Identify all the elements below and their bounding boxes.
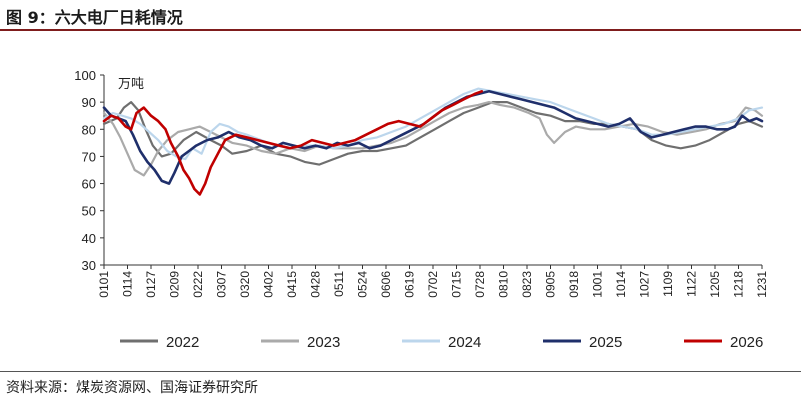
x-tick-label: 0823 [520, 271, 534, 298]
y-tick-label: 100 [74, 68, 96, 83]
x-tick-label: 1027 [638, 271, 652, 298]
series-line-2023 [102, 100, 764, 177]
series-lines [102, 87, 764, 196]
x-tick-label: 0524 [356, 271, 370, 298]
x-tick-label: 0320 [238, 271, 252, 298]
title-divider [0, 29, 801, 31]
source-note: 资料来源：煤炭资源网、国海证券研究所 [6, 380, 258, 396]
x-tick-label: 0715 [450, 271, 464, 298]
legend-label-2022: 2022 [166, 334, 199, 351]
x-tick-label: 1014 [614, 271, 628, 298]
x-tick-label: 0114 [121, 271, 135, 297]
series-line-2025 [102, 90, 764, 185]
x-tick-label: 0127 [144, 271, 158, 298]
series-line-2026 [102, 90, 484, 196]
x-tick-label: 0728 [473, 271, 487, 298]
y-tick-label: 90 [82, 95, 96, 110]
x-tick-label: 1218 [732, 271, 746, 298]
chart-legend: 2022 2023 2024 2025 2026 [120, 334, 763, 351]
y-tick-label: 40 [82, 231, 96, 246]
legend-label-2024: 2024 [448, 334, 481, 351]
x-tick-label: 1122 [685, 271, 699, 297]
y-tick-label: 80 [82, 122, 96, 137]
x-tick-label: 0918 [567, 271, 581, 298]
y-tick-label: 60 [82, 177, 96, 192]
x-tick-label: 0905 [544, 271, 558, 298]
x-tick-label: 0402 [262, 271, 276, 298]
y-tick-label: 70 [82, 149, 96, 164]
legend-label-2023: 2023 [307, 334, 340, 351]
x-tick-label: 0619 [403, 271, 417, 298]
y-unit-label: 万吨 [118, 77, 144, 92]
source-divider [0, 371, 801, 372]
x-tick-label: 0209 [168, 271, 182, 298]
y-tick-label: 50 [82, 204, 96, 219]
x-tick-label: 1001 [591, 271, 605, 298]
x-tick-label: 0101 [97, 271, 111, 298]
x-tick-label: 1231 [755, 271, 769, 298]
x-tick-label: 1205 [708, 271, 722, 298]
x-tick-label: 0428 [309, 271, 323, 298]
legend-label-2025: 2025 [589, 334, 622, 351]
x-tick-label: 0222 [191, 271, 205, 298]
chart-axes: 30 40 50 60 70 80 90 100 万吨 0101 0114 0127 0209 0222 0… [74, 68, 769, 298]
x-tick-label: 0702 [426, 271, 440, 298]
x-tick-label: 0415 [285, 271, 299, 298]
x-tick-label: 0307 [215, 271, 229, 298]
series-line-2024 [102, 87, 764, 161]
x-tick-label: 0810 [497, 271, 511, 298]
x-tick-label: 0606 [379, 271, 393, 298]
y-tick-label: 30 [82, 258, 96, 273]
x-tick-label: 0511 [332, 271, 346, 297]
x-tick-label: 1109 [661, 271, 675, 297]
figure-title: 图 9：六大电厂日耗情况 [6, 8, 183, 27]
legend-label-2026: 2026 [730, 334, 763, 351]
